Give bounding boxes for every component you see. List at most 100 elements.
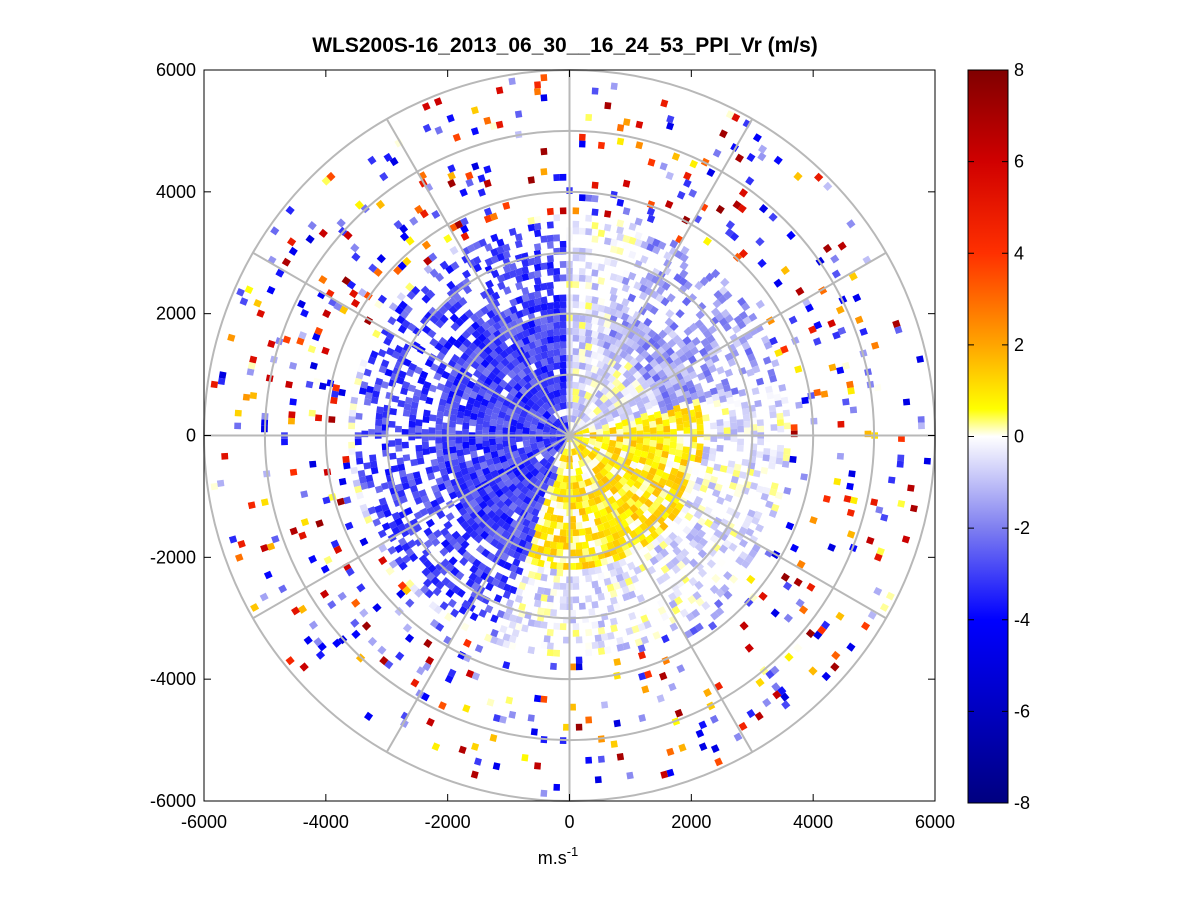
velocity-cell [591, 181, 599, 189]
velocity-cell [515, 566, 524, 576]
velocity-cell [436, 449, 444, 457]
velocity-cell [546, 281, 554, 290]
velocity-cell [350, 466, 359, 475]
velocity-cell [509, 438, 517, 446]
velocity-cell [688, 577, 698, 587]
velocity-cell [533, 263, 542, 272]
velocity-cell [395, 483, 404, 492]
velocity-cell [695, 477, 704, 486]
velocity-cell [418, 489, 427, 498]
velocity-cell [748, 312, 758, 322]
velocity-cell [378, 556, 388, 566]
velocity-cell [436, 510, 446, 520]
velocity-cell [440, 539, 451, 549]
velocity-cell [529, 456, 539, 466]
velocity-cell [511, 476, 521, 486]
velocity-cell [414, 588, 424, 598]
velocity-cell [636, 400, 645, 409]
velocity-cell [634, 417, 643, 425]
velocity-cell [783, 613, 793, 623]
velocity-cell [608, 329, 618, 338]
velocity-cell [756, 451, 764, 459]
velocity-cell [457, 455, 466, 464]
velocity-cell [706, 168, 716, 177]
velocity-cell [615, 274, 624, 284]
velocity-cell [752, 133, 762, 143]
velocity-cell [504, 345, 514, 355]
velocity-cell [742, 414, 751, 422]
velocity-cell [460, 520, 470, 530]
velocity-cell [422, 448, 430, 456]
velocity-cell [711, 542, 721, 552]
velocity-cell [487, 325, 497, 335]
velocity-cell [484, 407, 493, 416]
velocity-cell [575, 467, 583, 476]
velocity-cell [591, 465, 601, 475]
velocity-cell [609, 426, 617, 434]
velocity-cell [249, 392, 258, 400]
velocity-cell [682, 336, 692, 346]
velocity-cell [597, 620, 606, 628]
velocity-cell [456, 411, 465, 419]
velocity-cell [559, 454, 567, 463]
velocity-cell [603, 528, 612, 537]
velocity-cell [559, 348, 567, 356]
velocity-cell [556, 522, 564, 530]
velocity-cell [669, 392, 678, 401]
velocity-cell [511, 357, 521, 367]
velocity-cell [462, 422, 470, 430]
velocity-cell [409, 216, 419, 226]
velocity-cell [692, 534, 703, 544]
velocity-cell [876, 547, 885, 556]
velocity-cell [600, 543, 609, 552]
velocity-cell [628, 236, 637, 245]
velocity-cell [553, 214, 560, 222]
velocity-cell [608, 336, 618, 346]
velocity-cell [587, 410, 597, 420]
velocity-cell [563, 636, 570, 644]
velocity-cell [710, 611, 720, 621]
velocity-cell [685, 612, 695, 622]
velocity-cell [591, 195, 599, 203]
velocity-cell [587, 512, 596, 521]
velocity-cell [441, 370, 451, 380]
velocity-cell [765, 500, 774, 509]
velocity-cell [698, 720, 708, 730]
velocity-cell [695, 411, 703, 419]
velocity-cell [530, 467, 540, 477]
velocity-cell [537, 517, 546, 526]
velocity-cell [415, 451, 424, 459]
velocity-cell [486, 309, 496, 319]
velocity-cell [559, 488, 567, 496]
velocity-cell [559, 294, 567, 302]
velocity-cell [590, 337, 599, 346]
velocity-cell [768, 462, 776, 470]
velocity-cell [449, 414, 458, 422]
velocity-cell [650, 350, 661, 360]
velocity-cell [664, 317, 674, 327]
velocity-cell [727, 358, 737, 367]
velocity-cell [455, 317, 465, 327]
velocity-cell [409, 414, 417, 422]
velocity-cell [370, 466, 379, 475]
velocity-cell [612, 539, 621, 548]
velocity-cell [531, 402, 541, 412]
velocity-cell [489, 418, 498, 427]
velocity-cell [501, 366, 511, 376]
velocity-cell [666, 747, 675, 756]
velocity-cell [648, 446, 657, 454]
velocity-cell [559, 381, 567, 390]
velocity-cell [562, 522, 570, 530]
velocity-cell [575, 474, 584, 483]
velocity-cell [681, 414, 690, 422]
velocity-cell [846, 482, 854, 491]
velocity-cell [413, 388, 422, 397]
velocity-cell [719, 465, 728, 473]
velocity-cell [514, 622, 523, 631]
velocity-cell [620, 312, 630, 322]
velocity-cell [707, 481, 717, 490]
velocity-cell [332, 384, 341, 392]
velocity-cell [462, 512, 472, 522]
velocity-cell [772, 690, 782, 700]
velocity-cell [645, 279, 654, 289]
